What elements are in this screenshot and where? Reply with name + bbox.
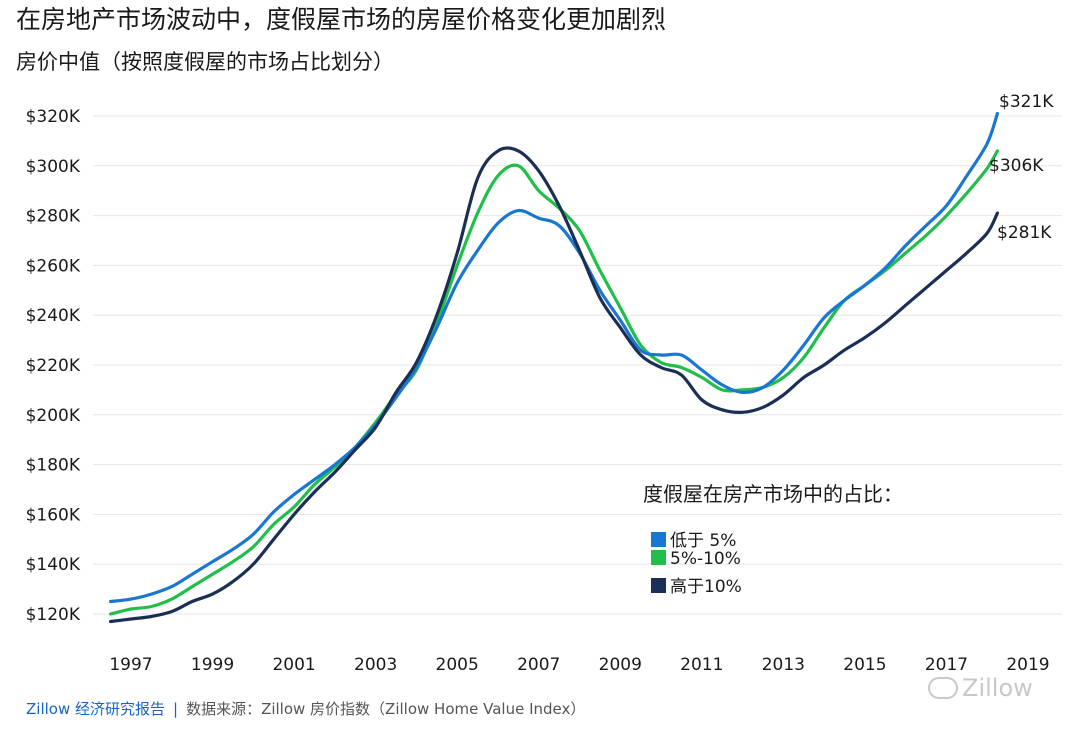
x-tick-label: 2009 [599, 655, 642, 675]
y-axis: $120K $140K $160K $180K $200K $220K $240K $260K… [26, 107, 81, 625]
legend-title: 度假屋在房产市场中的占比： [643, 482, 903, 506]
legend-item-mid: 5%-10% [651, 549, 741, 569]
end-label-2: $281K [997, 223, 1052, 243]
chart-subtitle: 房价中值（按照度假屋的市场占比划分） [16, 50, 394, 74]
end-label-1: $306K [989, 156, 1044, 176]
x-tick-label: 1997 [109, 655, 152, 675]
y-tick-label: $320K [26, 107, 81, 127]
y-tick-label: $140K [26, 555, 81, 575]
x-tick-label: 2011 [680, 655, 723, 675]
y-tick-label: $200K [26, 406, 81, 426]
gridlines [93, 115, 1062, 615]
chart-title: 在房地产市场波动中，度假屋市场的房屋价格变化更加剧烈 [16, 5, 667, 34]
legend-label-high: 高于10% [670, 577, 742, 597]
footer-source: 数据来源：Zillow 房价指数（Zillow Home Value Index… [186, 700, 586, 718]
series-line-2 [109, 146, 999, 624]
x-tick-label: 2003 [354, 655, 397, 675]
legend-swatch-mid [651, 550, 666, 565]
y-tick-label: $280K [26, 207, 81, 227]
legend-label-mid: 5%-10% [670, 549, 741, 569]
footer: Zillow 经济研究报告 | 数据来源：Zillow 房价指数（Zillow Ho… [26, 698, 585, 719]
x-axis: 1997 1999 2001 2003 2005 2007 2009 2011 2013 2015… [109, 655, 1049, 675]
legend-item-low: 低于 5% [651, 526, 736, 551]
y-tick-label: $240K [26, 306, 81, 326]
y-tick-label: $260K [26, 256, 81, 276]
y-tick-label: $220K [26, 356, 81, 376]
x-tick-label: 2007 [517, 655, 560, 675]
wechat-icon [928, 677, 958, 699]
x-tick-label: 2015 [843, 655, 886, 675]
x-tick-label: 2013 [762, 655, 805, 675]
legend-swatch-low [651, 532, 666, 547]
series-line-0 [109, 111, 999, 604]
x-tick-label: 2019 [1006, 655, 1049, 675]
legend: 度假屋在房产市场中的占比： 低于 5% 5%-10% 高于10% [643, 478, 903, 597]
y-tick-label: $180K [26, 456, 81, 476]
footer-separator: | [173, 700, 179, 718]
legend-item-high: 高于10% [651, 572, 742, 597]
watermark-text: Zillow [962, 674, 1033, 702]
y-tick-label: $120K [26, 605, 81, 625]
y-tick-label: $160K [26, 505, 81, 525]
watermark: Zillow [928, 674, 1033, 702]
legend-label-low: 低于 5% [670, 531, 737, 551]
legend-swatch-high [651, 578, 666, 593]
series-lines [109, 111, 999, 624]
x-tick-label: 1999 [191, 655, 234, 675]
end-label-0: $321K [999, 92, 1054, 112]
x-tick-label: 2017 [925, 655, 968, 675]
series-line-1 [109, 149, 999, 616]
y-tick-label: $300K [26, 157, 81, 177]
footer-brand: Zillow 经济研究报告 [26, 700, 165, 718]
x-tick-label: 2001 [272, 655, 315, 675]
end-labels: $321K $306K $281K [989, 92, 1054, 243]
x-tick-label: 2005 [436, 655, 479, 675]
